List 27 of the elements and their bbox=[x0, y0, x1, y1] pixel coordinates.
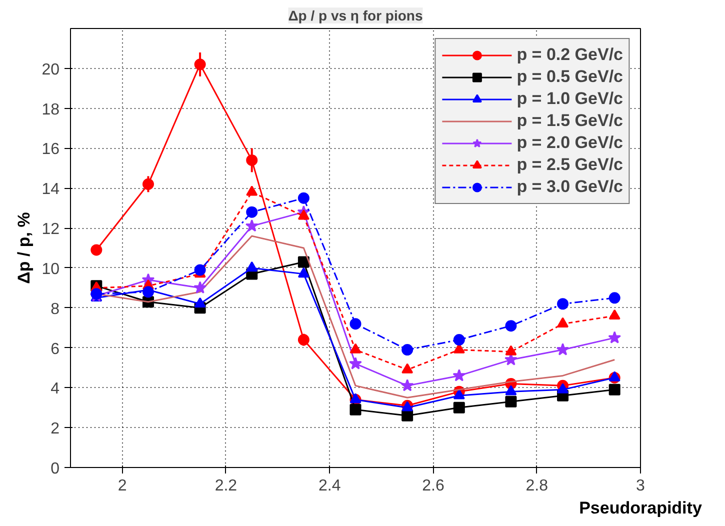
legend-label: p = 2.5 GeV/c bbox=[516, 155, 623, 175]
y-axis-title: Δp / p, % bbox=[14, 212, 34, 284]
y-tick-label: 14 bbox=[42, 181, 60, 198]
y-tick-label: 20 bbox=[42, 61, 60, 78]
x-axis-title: Pseudorapidity bbox=[579, 498, 702, 518]
legend-label: p = 0.5 GeV/c bbox=[516, 67, 623, 87]
y-tick-label: 4 bbox=[50, 380, 60, 398]
x-tick-label: 2 bbox=[118, 478, 127, 494]
x-tick-label: 2.2 bbox=[214, 478, 238, 494]
legend-label: p = 3.0 GeV/c bbox=[516, 177, 623, 197]
y-tick-label: 12 bbox=[42, 221, 60, 238]
y-tick-label: 2 bbox=[50, 420, 60, 438]
y-tick-label: 8 bbox=[50, 300, 60, 318]
legend-label: p = 1.5 GeV/c bbox=[516, 111, 623, 131]
y-tick-label: 16 bbox=[42, 141, 60, 158]
legend-label: p = 0.2 GeV/c bbox=[516, 45, 623, 65]
x-tick-label: 3 bbox=[636, 478, 646, 494]
x-tick-label: 2.4 bbox=[318, 478, 341, 494]
x-tick-label: 2.8 bbox=[526, 478, 548, 494]
legend-label: p = 1.0 GeV/c bbox=[516, 89, 623, 109]
y-tick-label: 18 bbox=[42, 101, 60, 118]
x-tick-label: 2.6 bbox=[422, 478, 444, 494]
legend-label: p = 2.0 GeV/c bbox=[516, 133, 623, 153]
y-tick-label: 0 bbox=[50, 460, 60, 478]
chart-title: Δp / p vs η for pions bbox=[288, 8, 423, 24]
y-tick-label: 6 bbox=[50, 340, 60, 358]
y-tick-label: 10 bbox=[42, 260, 60, 278]
